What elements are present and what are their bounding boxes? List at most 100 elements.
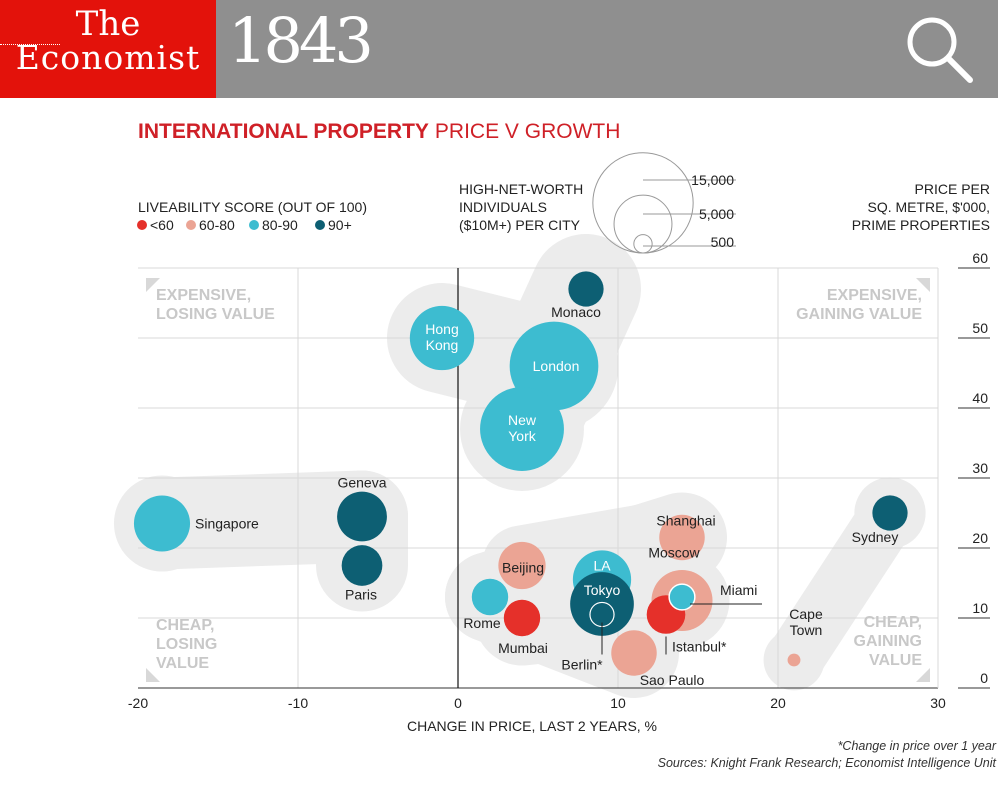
bubble-label-paris: Paris: [345, 587, 377, 603]
logo-line-economist: Economist: [15, 38, 201, 77]
bubble-label-mumbai: Mumbai: [498, 640, 548, 656]
x-axis-label: CHANGE IN PRICE, LAST 2 YEARS, %: [407, 718, 657, 734]
y-axis-label-line: PRICE PER: [915, 181, 990, 197]
quadrant-label-line: LOSING VALUE: [156, 306, 275, 323]
quadrant-label-line: VALUE: [869, 652, 922, 669]
quadrant-label-line: LOSING: [156, 636, 217, 653]
brand-1843[interactable]: 1843: [228, 4, 374, 77]
bubble-hong-kong[interactable]: [409, 305, 475, 371]
size-legend-circle: [633, 234, 653, 254]
bubble-label-cape-town: Town: [790, 622, 823, 638]
y-tick-label: 50: [972, 320, 988, 336]
y-tick-label: 60: [972, 250, 988, 266]
bubble-beijing[interactable]: [498, 541, 546, 590]
y-axis-label-line: PRIME PROPERTIES: [852, 217, 990, 233]
color-legend-swatch: [249, 220, 259, 230]
source-note: Sources: Knight Frank Research; Economis…: [658, 756, 997, 770]
color-legend-label: 80-90: [262, 217, 298, 233]
quadrant-corner-marker: [916, 278, 930, 292]
quadrant-label-line: EXPENSIVE,: [827, 287, 922, 304]
bubble-tokyo[interactable]: [570, 572, 634, 636]
size-legend-title-line: INDIVIDUALS: [459, 199, 547, 215]
bubble-singapore[interactable]: [133, 495, 191, 552]
y-tick-label: 0: [980, 670, 988, 686]
x-tick-label: 20: [770, 695, 786, 711]
bubble-label-rome: Rome: [463, 615, 501, 631]
chart-title-rest: PRICE V GROWTH: [435, 120, 621, 143]
bubble-label-geneva: Geneva: [337, 475, 386, 491]
size-legend-label: 500: [711, 234, 735, 250]
bubble-mumbai[interactable]: [503, 599, 541, 637]
bubble-label-sydney: Sydney: [852, 529, 899, 545]
bubble-label-hong-kong: Hong: [425, 321, 458, 337]
color-legend-swatch: [315, 220, 325, 230]
bubble-label-beijing: Beijing: [502, 560, 544, 576]
chart-title: INTERNATIONAL PROPERTY PRICE V GROWTH: [138, 120, 620, 143]
bubble-label-new-york: New: [508, 412, 537, 428]
size-legend-label: 5,000: [699, 206, 734, 222]
y-tick-label: 30: [972, 460, 988, 476]
quadrant-label-line: CHEAP,: [156, 617, 214, 634]
color-legend-swatch: [186, 220, 196, 230]
logo-line-the: The: [75, 4, 141, 44]
bubble-geneva[interactable]: [337, 491, 387, 542]
economist-logo[interactable]: The Economist: [0, 0, 216, 98]
x-tick-label: -10: [288, 695, 308, 711]
quadrant-label-line: VALUE: [156, 655, 209, 672]
bubble-label-shanghai: Shanghai: [656, 513, 715, 529]
quadrant-label-line: EXPENSIVE,: [156, 287, 251, 304]
site-header: The Economist 1843: [0, 0, 998, 98]
logo-dotted-rule: [0, 44, 60, 45]
x-tick-label: 0: [454, 695, 462, 711]
quadrant-corner-marker: [146, 668, 160, 682]
quadrant-label-line: GAINING: [854, 633, 922, 650]
color-legend-title: LIVEABILITY SCORE (OUT OF 100): [138, 199, 367, 215]
bubble-label-cape-town: Cape: [789, 606, 823, 622]
y-tick-label: 40: [972, 390, 988, 406]
chart-title-bold: INTERNATIONAL PROPERTY: [138, 120, 429, 143]
color-legend-label: 60-80: [199, 217, 235, 233]
bubble-label-sao-paulo: Sao Paulo: [640, 672, 705, 688]
x-tick-label: -20: [128, 695, 148, 711]
footnote: *Change in price over 1 year: [838, 739, 997, 753]
bubble-label-berlin: Berlin*: [561, 657, 603, 673]
size-legend-circle: [613, 194, 673, 254]
bubble-label-miami: Miami: [720, 582, 757, 598]
bubble-sydney[interactable]: [872, 495, 908, 531]
bubble-new-york[interactable]: [480, 387, 564, 471]
quadrant-corner-marker: [916, 668, 930, 682]
size-legend-label: 15,000: [691, 172, 734, 188]
bubble-label-hong-kong: Kong: [426, 337, 459, 353]
quadrant-label-line: CHEAP,: [864, 614, 922, 631]
color-legend-label: <60: [150, 217, 174, 233]
bubble-paris[interactable]: [341, 545, 383, 586]
bubble-label-new-york: York: [508, 428, 537, 444]
bubble-miami[interactable]: [668, 583, 696, 611]
y-axis-label-line: SQ. METRE, $'000,: [868, 199, 991, 215]
bubble-label-london: London: [533, 358, 580, 374]
bubble-label-la: LA: [593, 558, 611, 574]
size-legend-circle: [592, 152, 694, 254]
bubble-label-istanbul: Istanbul*: [672, 639, 727, 655]
bubble-sao-paulo[interactable]: [611, 630, 657, 676]
y-tick-label: 10: [972, 600, 988, 616]
y-tick-label: 20: [972, 530, 988, 546]
bubble-label-tokyo: Tokyo: [584, 582, 621, 598]
bubble-shanghai[interactable]: [659, 514, 705, 561]
bubble-cape-town[interactable]: [787, 653, 801, 667]
quadrant-label-line: GAINING VALUE: [796, 306, 922, 323]
x-tick-label: 10: [610, 695, 626, 711]
size-legend-title-line: HIGH-NET-WORTH: [459, 181, 583, 197]
bubble-rome[interactable]: [471, 578, 509, 616]
color-legend-swatch: [137, 220, 147, 230]
search-icon: [907, 17, 973, 83]
size-legend-title-line: ($10M+) PER CITY: [459, 217, 581, 233]
search-button[interactable]: [900, 10, 980, 90]
bubble-monaco[interactable]: [568, 271, 604, 307]
bubble-london[interactable]: [509, 321, 599, 411]
quadrant-corner-marker: [146, 278, 160, 292]
property-chart: -20 -10 0 10 20 30 0 10 20 30 40 50 60 EXPENSIVE, LOS…: [113, 120, 997, 770]
bubble-label-moscow: Moscow: [648, 545, 700, 561]
bubble-label-monaco: Monaco: [551, 304, 601, 320]
color-legend-label: 90+: [328, 217, 352, 233]
